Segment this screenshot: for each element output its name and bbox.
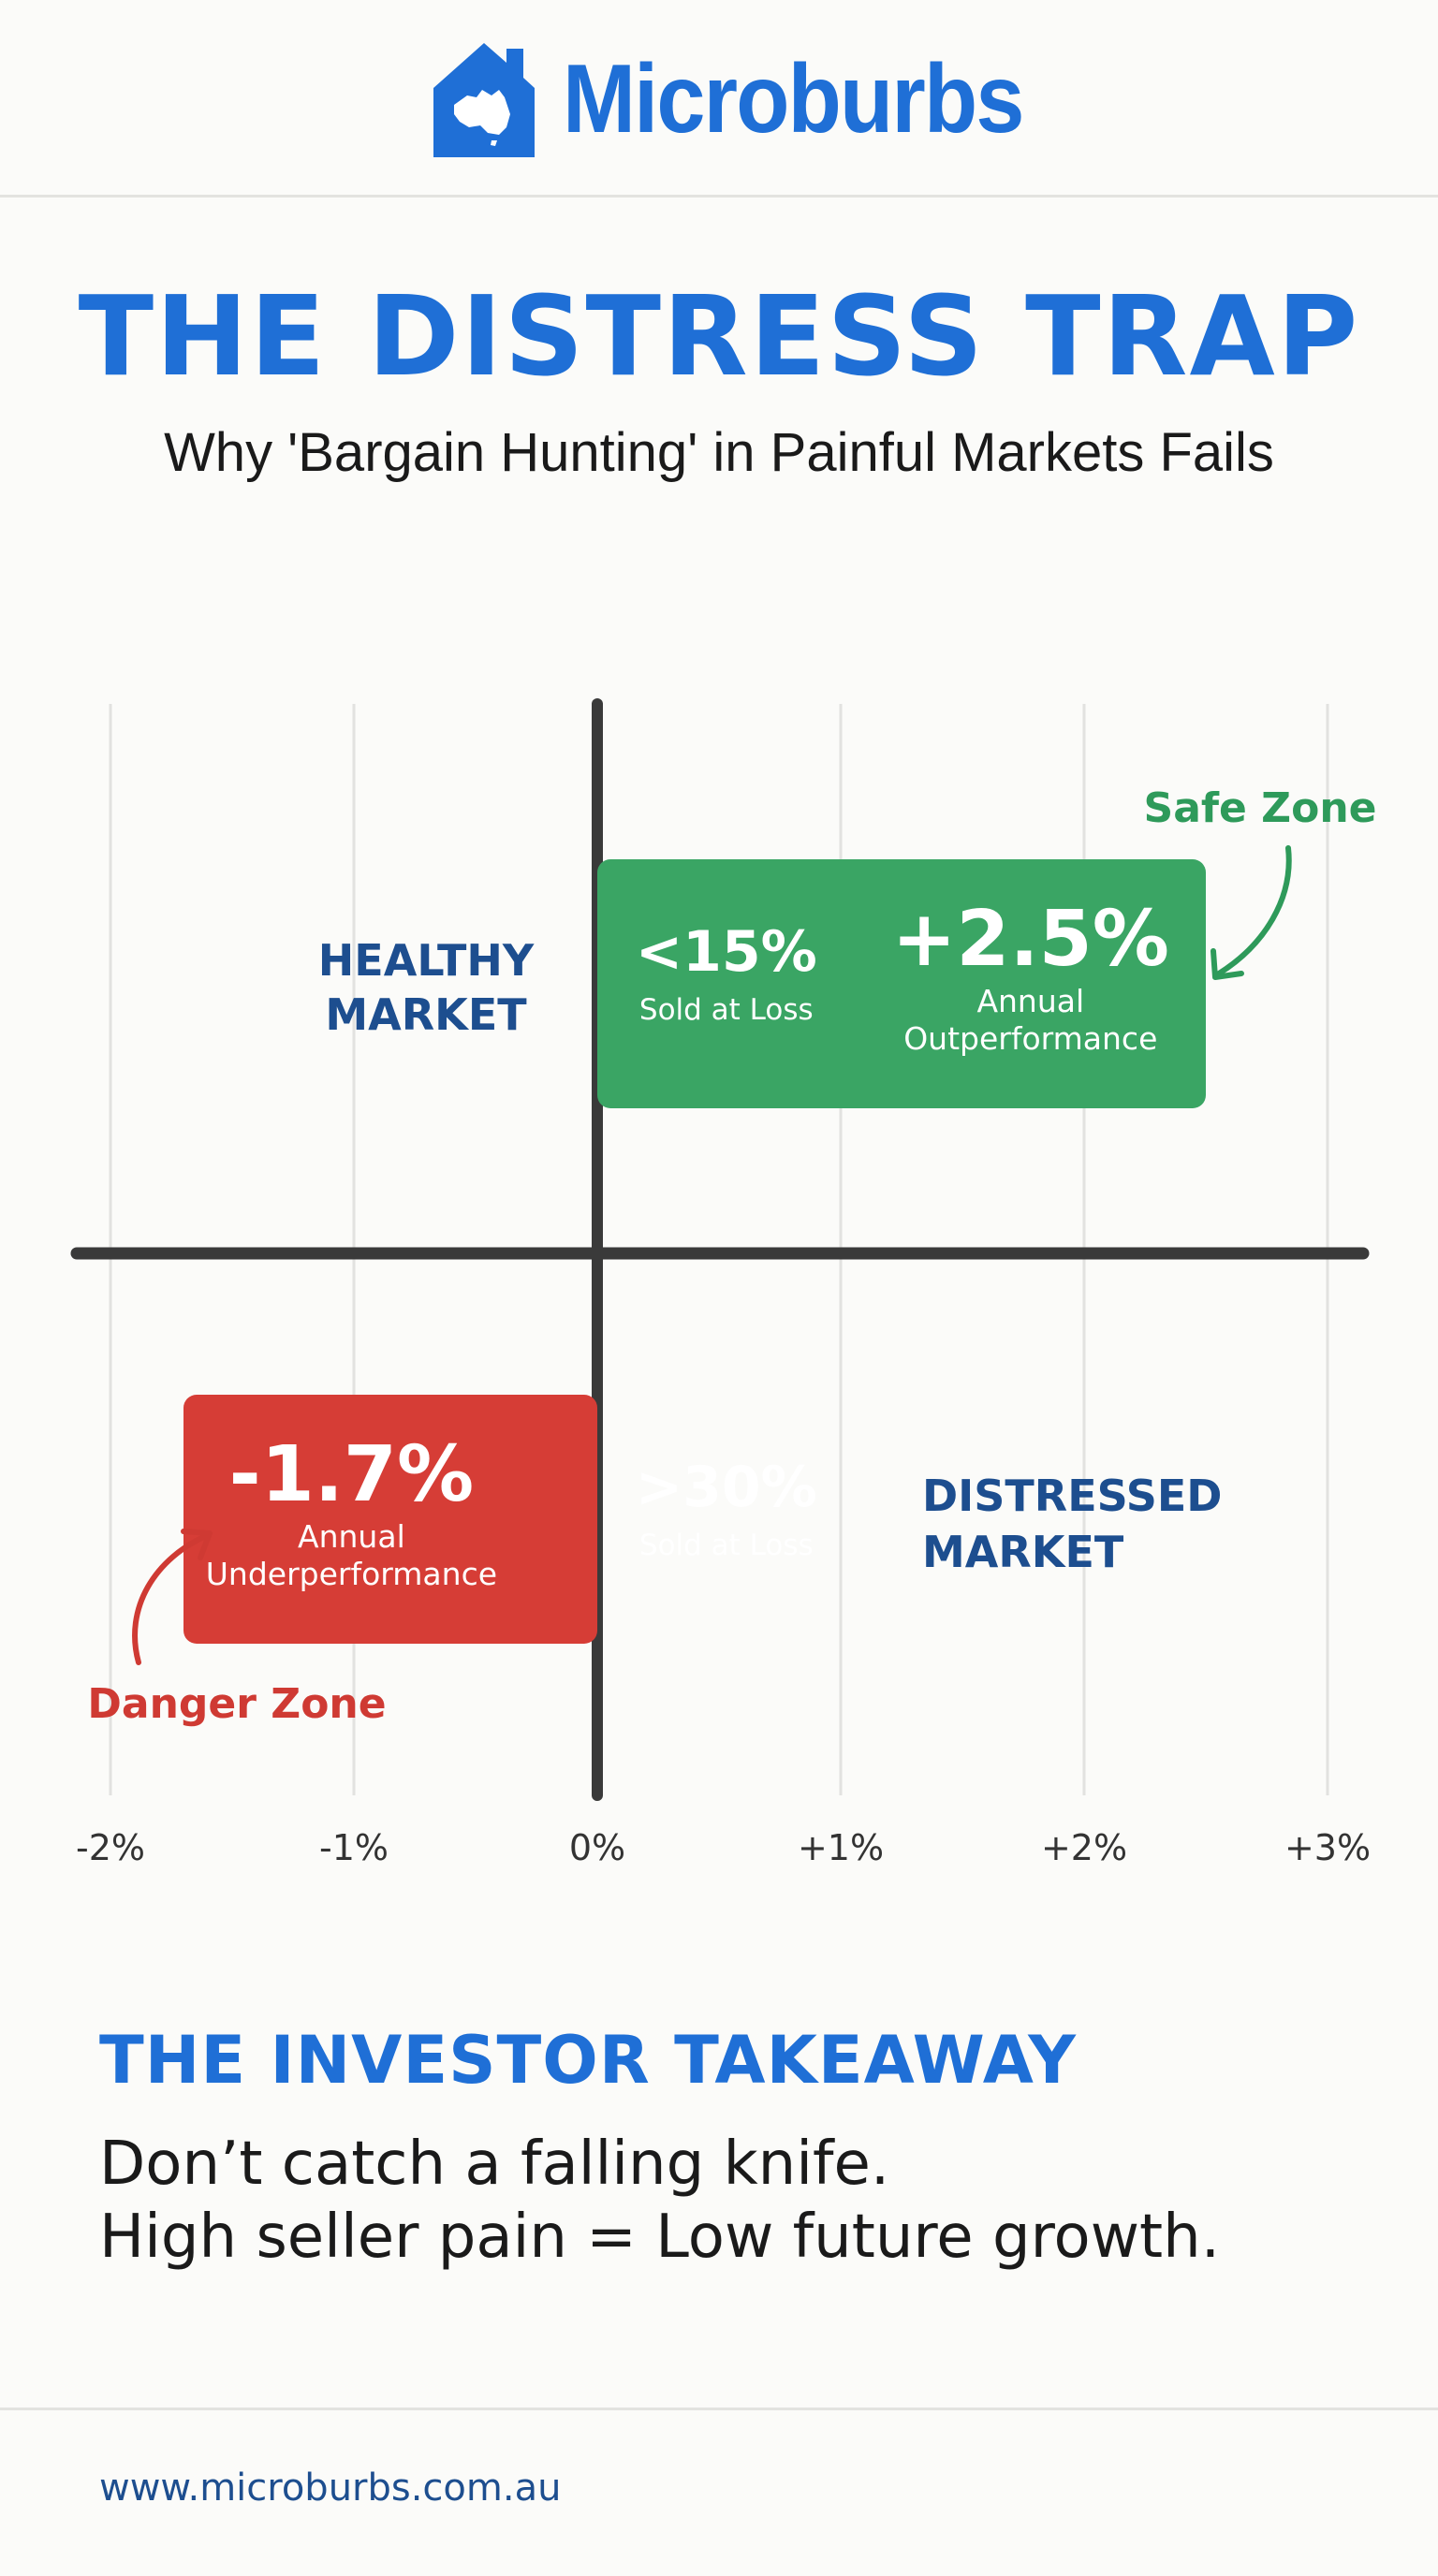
brand-logo[interactable]: Microburbs: [426, 36, 1074, 163]
page-title: THE DISTRESS TRAP: [78, 271, 1360, 401]
bar-value-sublabel: Annual: [976, 983, 1084, 1019]
distressed-bar: [183, 1395, 597, 1644]
x-tick-label: 0%: [569, 1827, 625, 1868]
safe-zone-arrow: [1216, 845, 1292, 976]
x-tick-label: -1%: [319, 1827, 389, 1868]
header: Microburbs: [0, 0, 1438, 197]
page-subtitle: Why 'Bargain Hunting' in Painful Markets…: [164, 422, 1274, 483]
header-divider: [0, 195, 1438, 198]
house-australia-icon: [433, 43, 535, 157]
x-tick-label: +1%: [798, 1827, 884, 1868]
takeaway-line-1: Don’t catch a falling knife.: [99, 2130, 890, 2199]
bar-stat-sublabel: Sold at Loss: [639, 993, 814, 1027]
category-label: DISTRESSED: [922, 1471, 1222, 1521]
x-tick-label: +3%: [1284, 1827, 1371, 1868]
footer-divider: [0, 2408, 1438, 2410]
x-tick-label: -2%: [76, 1827, 145, 1868]
takeaway-heading: THE INVESTOR TAKEAWAY: [99, 2022, 1077, 2099]
danger-zone-annotation: Danger Zone: [87, 1680, 386, 1728]
x-tick-label: +2%: [1041, 1827, 1127, 1868]
bar-value-label: +2.5%: [892, 895, 1169, 984]
danger-zone-arrowhead: [181, 1529, 213, 1560]
bar-stat-label: <15%: [636, 919, 817, 985]
bar-stat-label: >30%: [636, 1455, 817, 1520]
bar-value-sublabel: Annual: [298, 1518, 405, 1555]
healthy-bar: [597, 859, 1206, 1108]
takeaway-line-2: High seller pain = Low future growth.: [99, 2203, 1221, 2272]
brand-name: Microburbs: [563, 45, 1024, 154]
bar-value-sublabel: Underperformance: [206, 1556, 497, 1592]
category-label: MARKET: [325, 989, 527, 1040]
bar-value-sublabel: Outperformance: [903, 1020, 1157, 1057]
danger-zone-arrow: [132, 1532, 211, 1665]
safe-zone-annotation: Safe Zone: [1144, 784, 1377, 832]
bar-value-label: -1.7%: [229, 1430, 474, 1519]
safe-zone-arrowhead: [1211, 948, 1244, 980]
category-label: MARKET: [922, 1527, 1124, 1577]
footer-link[interactable]: www.microburbs.com.au: [99, 2466, 562, 2510]
bar-stat-sublabel: Sold at Loss: [639, 1529, 814, 1562]
category-label: HEALTHY: [318, 935, 535, 986]
